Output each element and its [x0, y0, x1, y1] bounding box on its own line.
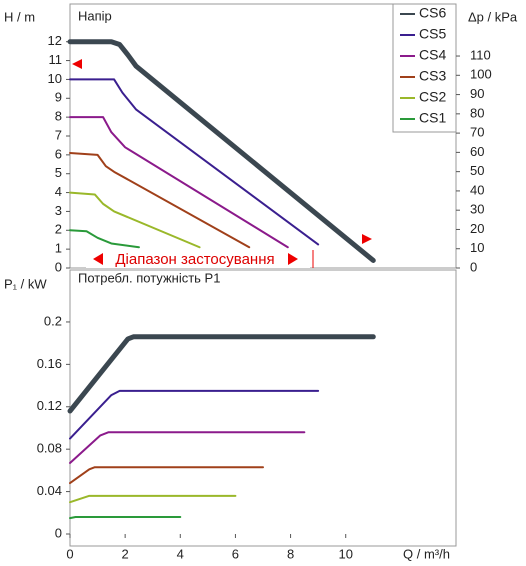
y-tick-label: 6 — [55, 146, 62, 161]
y2-tick-label: 110 — [470, 47, 491, 62]
legend-label: CS2 — [419, 89, 446, 105]
legend-label: CS3 — [419, 68, 446, 84]
legend-label: CS5 — [419, 26, 446, 42]
y2-tick-label: 80 — [470, 105, 484, 120]
series-line — [69, 116, 289, 249]
y-tick-label: 3 — [55, 203, 62, 218]
series-line — [69, 389, 320, 440]
bottom-frame — [69, 269, 457, 547]
x-tick-label: 8 — [287, 546, 294, 561]
series-line — [69, 78, 320, 246]
y2-tick-label: 0 — [470, 259, 477, 274]
y-tick-label: 0.16 — [37, 356, 62, 371]
y-tick-label: 7 — [55, 127, 62, 142]
series-line — [69, 191, 201, 249]
range-arrow — [93, 253, 103, 265]
y-tick-label: 0 — [55, 525, 62, 540]
x-tick-label: 0 — [66, 546, 73, 561]
y-tick-label: 0.12 — [37, 398, 62, 413]
x-tick-label: 6 — [232, 546, 239, 561]
y2-tick-label: 20 — [470, 221, 484, 236]
range-arrow — [288, 253, 298, 265]
series-line — [69, 466, 264, 485]
legend-label: CS4 — [419, 47, 446, 63]
y2-tick-label: 50 — [470, 163, 484, 178]
y-tick-label: 4 — [55, 184, 62, 199]
legend-label: CS1 — [419, 110, 446, 126]
series-line — [69, 516, 182, 520]
y2-tick-label: 90 — [470, 86, 484, 101]
y-tick-label: 8 — [55, 109, 62, 124]
x-tick-label: 4 — [177, 546, 184, 561]
y-tick-label: 0.04 — [37, 483, 62, 498]
y2-tick-label: 30 — [470, 202, 484, 217]
y-axis-label: H / m — [4, 9, 35, 24]
y-tick-label: 0.08 — [37, 441, 62, 456]
y-tick-label: 5 — [55, 165, 62, 180]
x-tick-label: 10 — [338, 546, 352, 561]
marker — [362, 234, 372, 244]
y-tick-label: 0.2 — [44, 313, 62, 328]
chart-title: Напір — [78, 8, 112, 23]
y-tick-label: 12 — [48, 33, 62, 48]
y-tick-label: 0 — [55, 259, 62, 274]
y2-axis-label: Δp / kPa — [468, 9, 518, 24]
y-tick-label: 10 — [48, 71, 62, 86]
y-tick-label: 1 — [55, 241, 62, 256]
legend-label: CS6 — [419, 5, 446, 21]
y-tick-label: 11 — [49, 52, 63, 67]
y2-tick-label: 70 — [470, 125, 484, 140]
y2-tick-label: 100 — [470, 67, 492, 82]
series-line — [69, 431, 306, 464]
x-axis-label: Q / m³/h — [403, 546, 450, 561]
range-label: Діапазон застосування — [115, 251, 274, 268]
series-line — [69, 494, 237, 504]
y2-tick-label: 10 — [470, 240, 484, 255]
y2-tick-label: 60 — [470, 144, 484, 159]
series-line — [67, 334, 376, 414]
legend-box — [392, 3, 457, 133]
y-axis-label: P₁ / kW — [4, 276, 47, 291]
chart-title: Потребл. потужність P1 — [78, 270, 220, 285]
series-line — [69, 151, 251, 249]
series-line — [69, 229, 140, 249]
y2-tick-label: 40 — [470, 182, 484, 197]
x-tick-label: 2 — [122, 546, 129, 561]
marker — [72, 59, 82, 69]
range-bg — [86, 248, 310, 268]
series-line — [67, 39, 376, 263]
y-tick-label: 9 — [55, 90, 62, 105]
y-tick-label: 2 — [55, 222, 62, 237]
